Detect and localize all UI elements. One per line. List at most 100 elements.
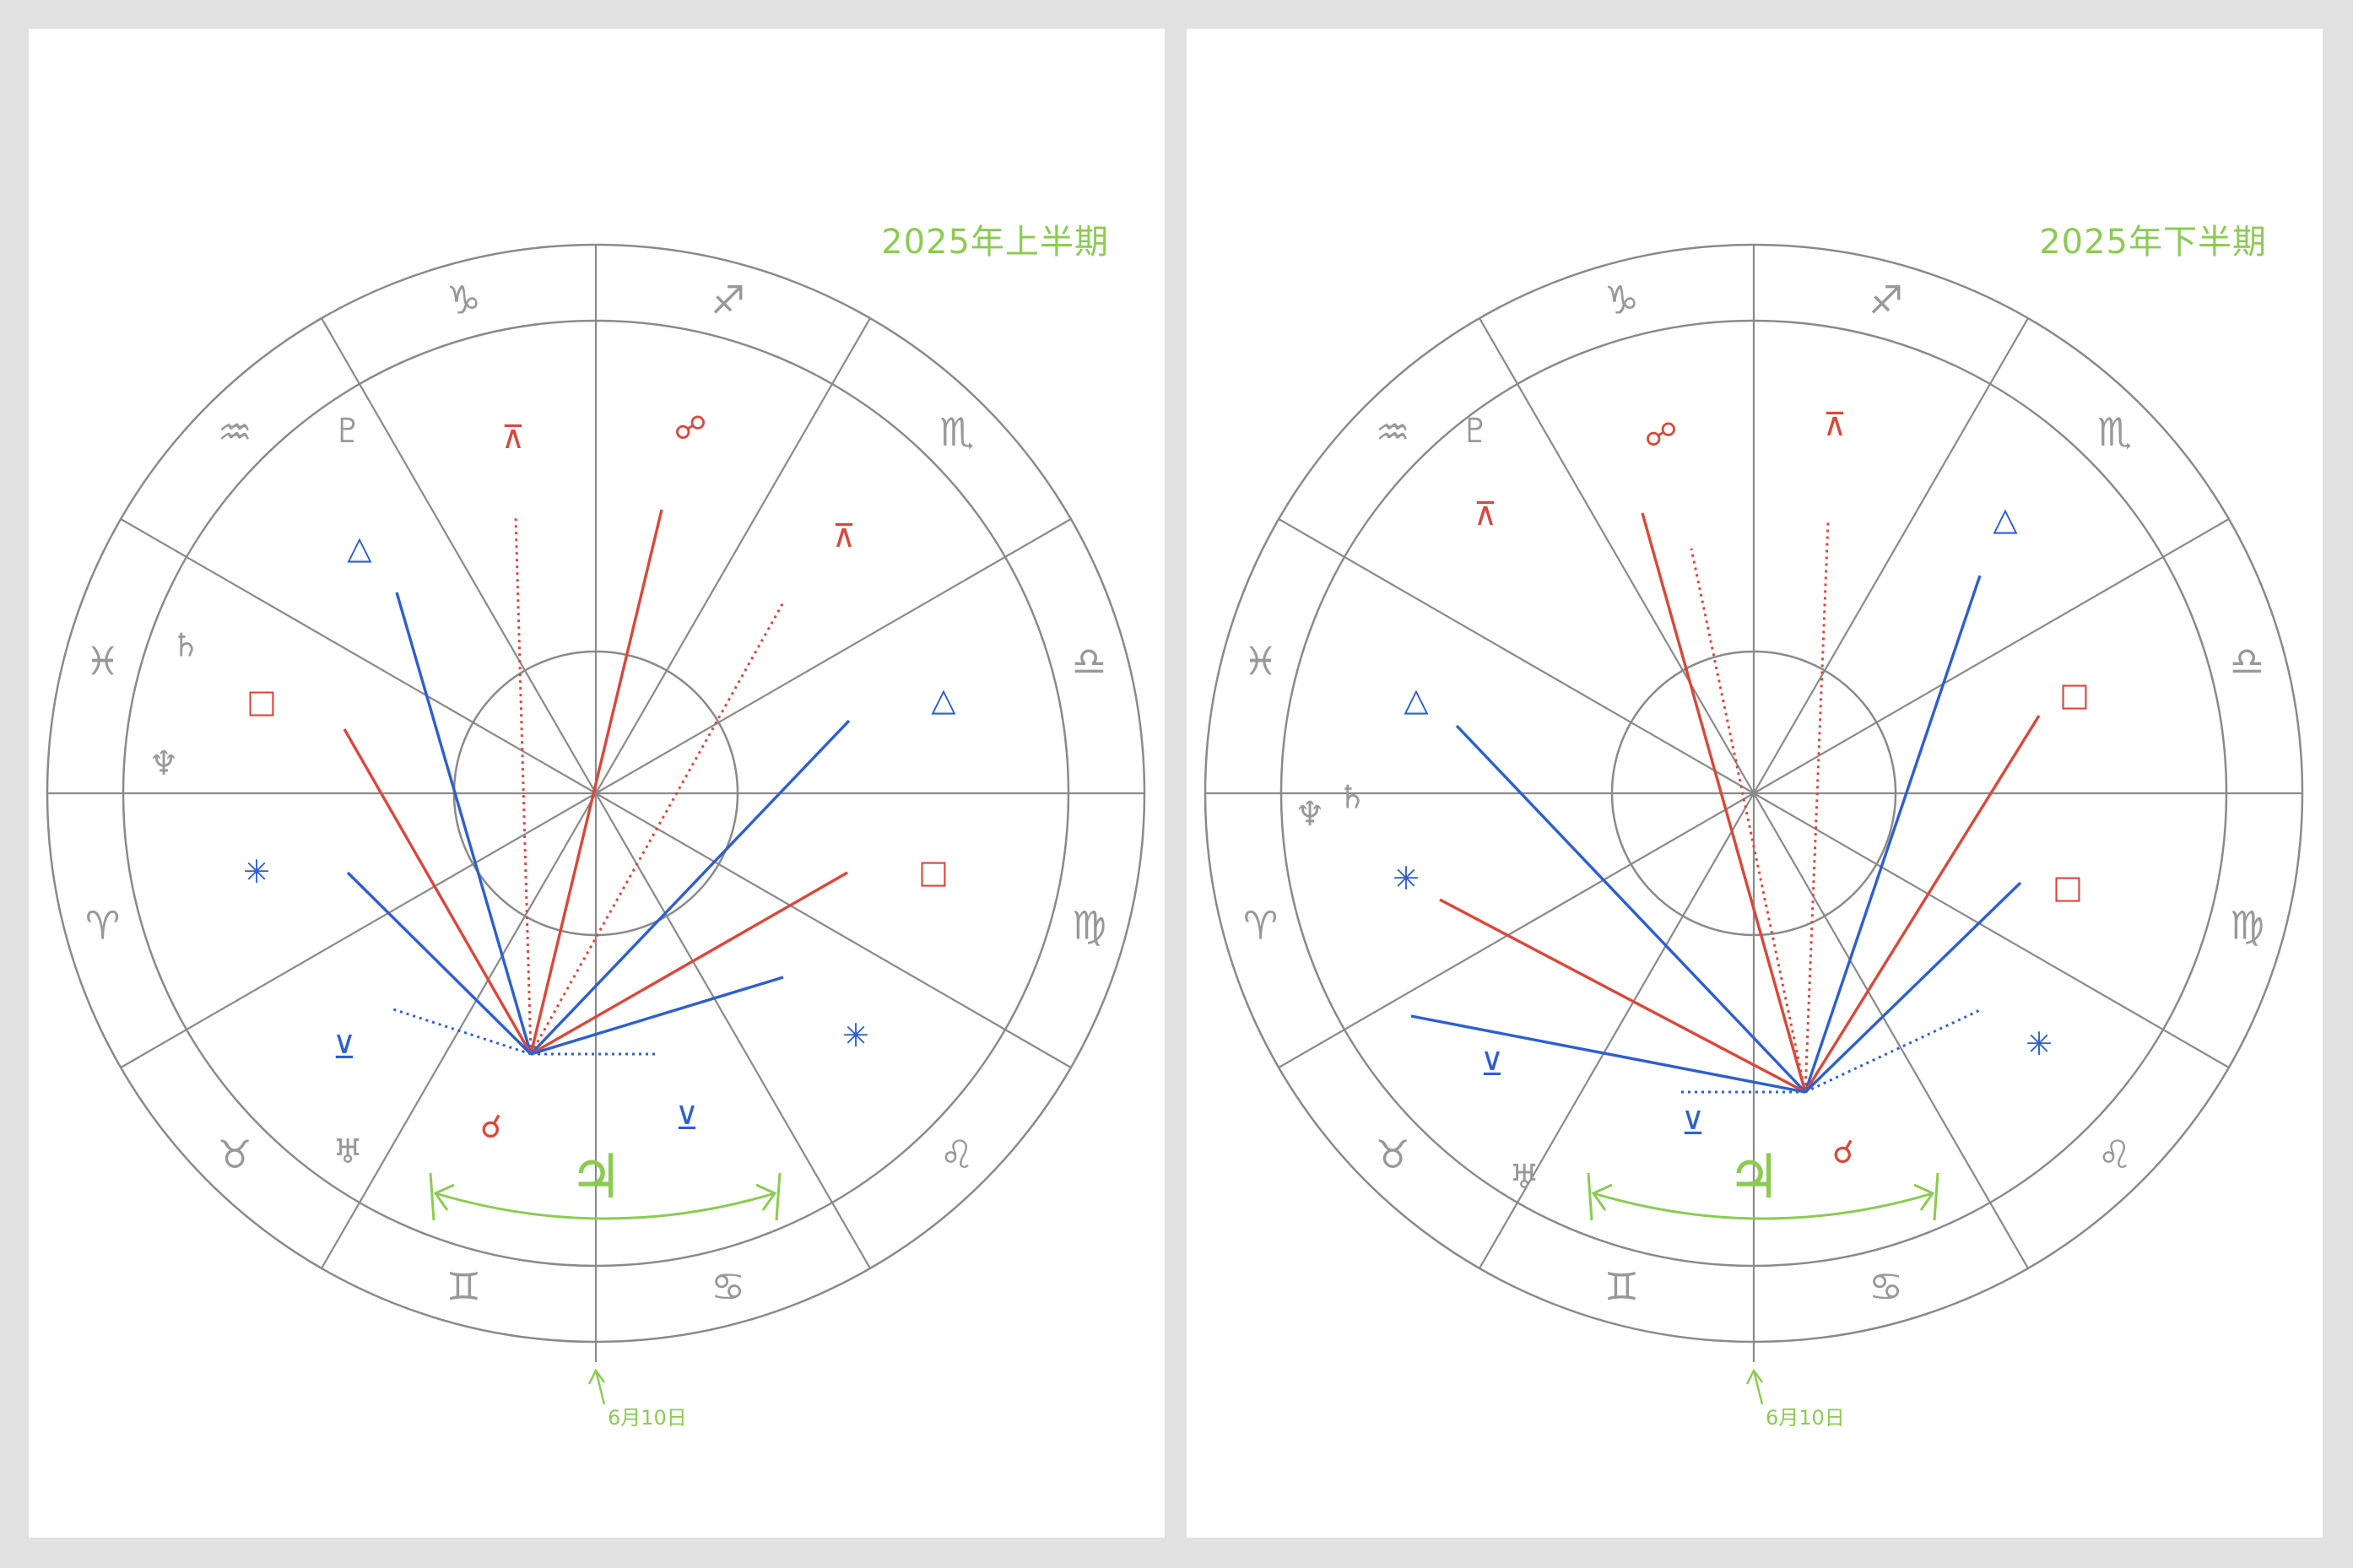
aspect-line	[514, 516, 533, 1055]
pluto-icon: ♇	[333, 412, 363, 451]
house-cusp-line	[595, 518, 1072, 794]
aspect-line	[530, 871, 848, 1056]
quincunx-aspect-icon: ⊼	[1823, 406, 1847, 443]
aquarius-sign-icon: ♒	[1376, 409, 1410, 455]
panel-title: 2025年下半期	[2039, 223, 2267, 262]
house-cusp-line	[1753, 518, 2230, 794]
scorpio-sign-icon: ♏	[939, 409, 974, 455]
aspect-line	[1439, 898, 1806, 1094]
jupiter-icon: ♃	[1727, 1141, 1782, 1212]
leo-sign-icon: ♌	[939, 1132, 974, 1177]
date-marker: 6月10日	[1766, 1406, 1845, 1430]
arrow-right-icon	[755, 1183, 777, 1211]
arrow-left-icon	[433, 1183, 455, 1211]
trine-aspect-icon: △	[931, 681, 956, 718]
arrow-left-icon	[1591, 1183, 1613, 1211]
scorpio-sign-icon: ♏	[2097, 409, 2132, 455]
saturn-icon: ♄	[171, 626, 200, 663]
house-cusp-line	[595, 792, 1072, 1068]
square-aspect-icon: □	[2059, 676, 2090, 713]
opposition-aspect-icon: ☍	[1645, 416, 1677, 453]
aries-sign-icon: ♈	[1243, 903, 1278, 949]
house-cusp-line	[595, 317, 871, 794]
astrology-wheel: ♊ ♉ ♈ ♓ ♒ ♑ ♐ ♏ ♎ ♍ ♌ ♋ ⊼ ☍ ⊼ △ □ △ ✳ □ ⊻ ✳ ⊻ ☌ ♇ ♄ ♆ ♅ ♃ 6月10日	[46, 243, 1146, 1430]
chart-panel-first-half: 2025年上半期 ♊ ♉ ♈ ♓ ♒ ♑ ♐ ♏ ♎ ♍ ♌ ♋ ⊼ ☍ ⊼ △ □ △ ✳ □ ⊻ ✳ ⊻ ☌ ♇ ♄ ♆ ♅ ♃ 6月…	[29, 29, 1165, 1538]
cancer-sign-icon: ♋	[711, 1263, 745, 1309]
range-arc	[1593, 1192, 1934, 1220]
neptune-icon: ♆	[1295, 795, 1325, 834]
sagittarius-sign-icon: ♐	[1869, 278, 1903, 323]
house-cusp-line	[120, 792, 597, 1068]
pisces-sign-icon: ♓	[85, 638, 120, 684]
trine-aspect-icon: △	[1993, 500, 2018, 538]
astrology-wheel: ♊ ♉ ♈ ♓ ♒ ♑ ♐ ♏ ♎ ♍ ♌ ♋ ☍ ⊼ ⊼ △ △ □ ✳ □ ⊻ ✳ ⊻ ☌ ♇ ♄ ♆ ♅ ♃ 6月10日	[1204, 243, 2304, 1430]
aries-sign-icon: ♈	[85, 903, 120, 949]
house-cusp-line	[1753, 792, 2029, 1269]
uranus-icon: ♅	[333, 1133, 363, 1171]
square-aspect-icon: □	[2053, 868, 2083, 906]
house-cusp-line	[1479, 792, 1755, 1269]
aspect-line	[395, 592, 533, 1055]
capricorn-sign-icon: ♑	[1604, 278, 1639, 323]
saturn-icon: ♄	[1338, 778, 1366, 815]
jupiter-icon: ♃	[569, 1141, 624, 1212]
house-cusp-line	[1479, 317, 1755, 794]
aspect-line	[1804, 715, 2041, 1093]
libra-sign-icon: ♎	[1072, 638, 1106, 684]
aspect-line	[1641, 512, 1807, 1093]
semi-sextile-aspect-icon: ⊻	[675, 1100, 699, 1137]
house-cusp-line	[1753, 317, 2029, 794]
chart-panel-second-half: 2025年下半期 ♊ ♉ ♈ ♓ ♒ ♑ ♐ ♏ ♎ ♍ ♌ ♋ ☍ ⊼ ⊼ △ △ □ ✳ □ ⊻ ✳ ⊻ ☌ ♇ ♄ ♆ ♅ ♃ 6月…	[1187, 29, 2323, 1538]
arrow-right-icon	[1913, 1183, 1935, 1211]
quincunx-aspect-icon: ⊼	[832, 517, 856, 554]
panel-title: 2025年上半期	[881, 223, 1109, 262]
quincunx-aspect-icon: ⊼	[501, 419, 525, 456]
aspect-line	[1804, 881, 2022, 1094]
quincunx-aspect-icon: ⊼	[1474, 495, 1497, 533]
house-cusp-line	[595, 792, 871, 1269]
sextile-aspect-icon: ✳	[243, 853, 270, 890]
square-aspect-icon: □	[918, 853, 949, 890]
aspect-line	[1455, 724, 1807, 1094]
aspect-line	[1804, 521, 1830, 1093]
aspect-line	[1410, 1014, 1806, 1094]
aquarius-sign-icon: ♒	[218, 409, 252, 455]
pisces-sign-icon: ♓	[1243, 638, 1278, 684]
virgo-sign-icon: ♍	[1072, 903, 1106, 949]
aspect-line	[529, 509, 663, 1055]
house-cusp-line	[120, 518, 597, 794]
aspect-line	[529, 602, 785, 1055]
house-cusp-line	[321, 317, 597, 794]
date-arrow-icon	[1745, 1368, 1764, 1405]
conjunction-aspect-icon: ☌	[480, 1108, 502, 1145]
semi-sextile-aspect-icon: ⊻	[333, 1029, 356, 1066]
conjunction-aspect-icon: ☌	[1832, 1133, 1854, 1171]
aspect-line	[346, 871, 533, 1056]
aspect-line	[529, 719, 851, 1056]
range-arc	[435, 1192, 776, 1220]
opposition-aspect-icon: ☍	[674, 409, 706, 446]
trine-aspect-icon: △	[347, 529, 372, 566]
gemini-sign-icon: ♊	[1604, 1263, 1639, 1309]
sagittarius-sign-icon: ♐	[711, 278, 745, 323]
uranus-icon: ♅	[1509, 1158, 1539, 1197]
cancer-sign-icon: ♋	[1869, 1263, 1903, 1309]
taurus-sign-icon: ♉	[218, 1132, 252, 1177]
semi-sextile-aspect-icon: ⊻	[1681, 1105, 1705, 1142]
range-end-tick	[775, 1172, 782, 1221]
aspect-line	[1804, 1008, 1982, 1094]
gemini-sign-icon: ♊	[446, 1263, 481, 1309]
sextile-aspect-icon: ✳	[842, 1017, 869, 1054]
sextile-aspect-icon: ✳	[1393, 860, 1420, 897]
aspect-line	[1690, 548, 1807, 1093]
house-cusp-line	[1278, 518, 1755, 794]
sextile-aspect-icon: ✳	[2026, 1025, 2053, 1062]
pluto-icon: ♇	[1460, 412, 1490, 451]
leo-sign-icon: ♌	[2097, 1132, 2132, 1177]
trine-aspect-icon: △	[1404, 681, 1429, 718]
taurus-sign-icon: ♉	[1376, 1132, 1410, 1177]
aspect-line	[1804, 575, 1982, 1093]
date-arrow-icon	[587, 1368, 606, 1405]
virgo-sign-icon: ♍	[2230, 903, 2264, 949]
square-aspect-icon: □	[246, 683, 277, 720]
